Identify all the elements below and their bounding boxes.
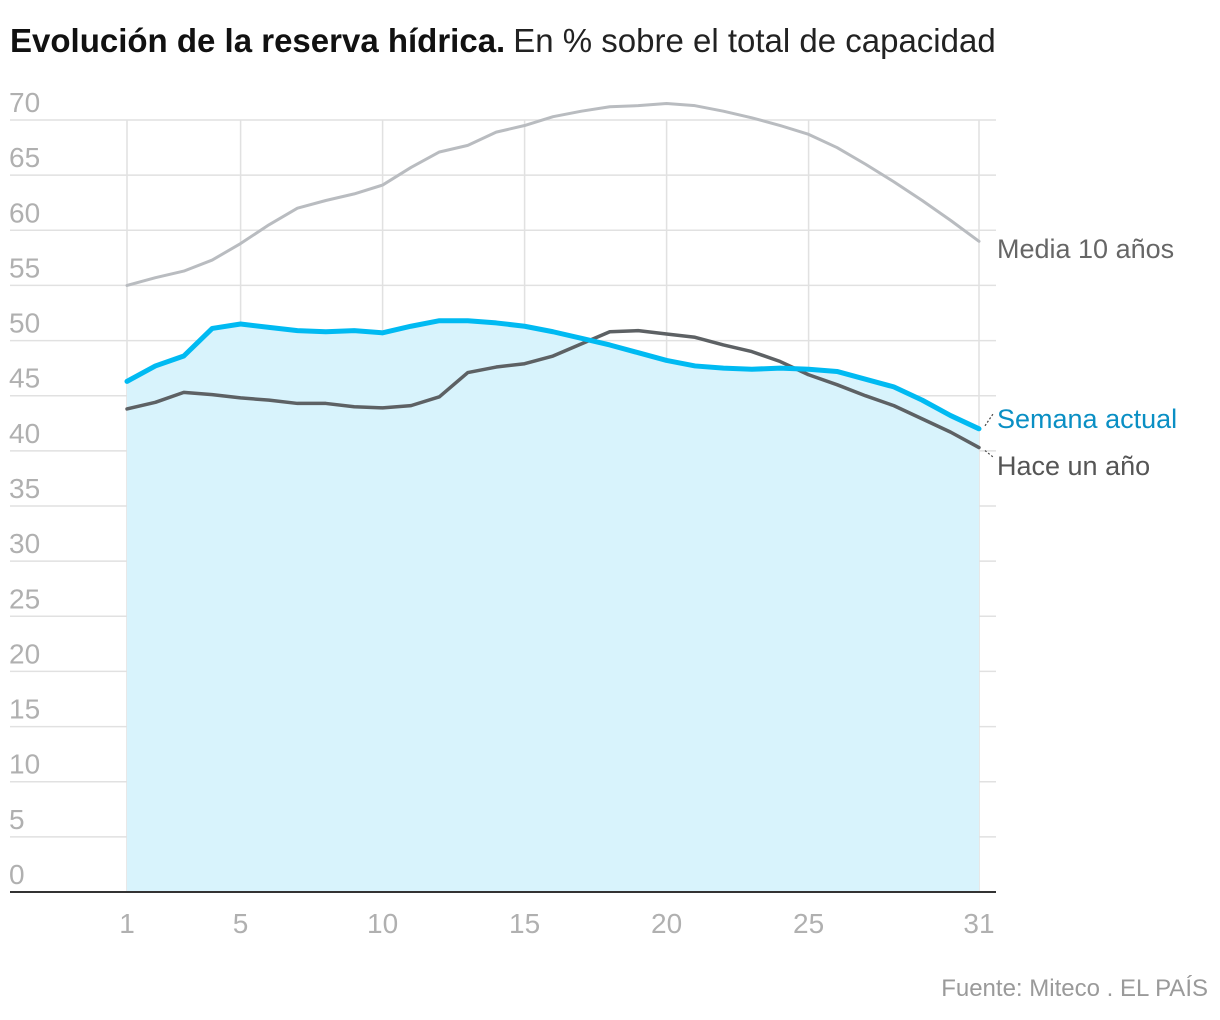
y-tick-label-65: 65 bbox=[9, 142, 40, 173]
series-label-0: Media 10 años bbox=[997, 234, 1174, 264]
y-tick-label-25: 25 bbox=[9, 583, 40, 614]
series-label-2: Hace un año bbox=[997, 451, 1150, 481]
series-leader-1 bbox=[984, 413, 994, 427]
y-tick-label-45: 45 bbox=[9, 363, 40, 394]
series-line-0 bbox=[125, 101, 981, 287]
area-layer bbox=[127, 320, 979, 893]
x-tick-label-5: 5 bbox=[233, 908, 249, 939]
x-tick-label-15: 15 bbox=[509, 908, 540, 939]
y-tick-label-10: 10 bbox=[9, 749, 40, 780]
y-tick-label-30: 30 bbox=[9, 528, 40, 559]
y-tick-label-55: 55 bbox=[9, 252, 40, 283]
x-tick-label-1: 1 bbox=[119, 908, 135, 939]
source-note: Fuente: Miteco . EL PAÍS bbox=[941, 975, 1208, 1002]
x-tick-label-25: 25 bbox=[793, 908, 824, 939]
y-tick-label-50: 50 bbox=[9, 308, 40, 339]
x-axis-ticks: 1 5 10 15 20 25 31 bbox=[119, 908, 994, 939]
series-line-2 bbox=[125, 328, 981, 450]
y-tick-label-5: 5 bbox=[9, 804, 25, 835]
chart-title: Evolución de la reserva hídrica. bbox=[10, 22, 506, 59]
y-tick-label-0: 0 bbox=[9, 859, 25, 890]
series-label-1: Semana actual bbox=[997, 404, 1177, 434]
series-leader-2 bbox=[984, 450, 994, 458]
y-tick-label-40: 40 bbox=[9, 418, 40, 449]
x-tick-label-31: 31 bbox=[963, 908, 994, 939]
x-tick-label-20: 20 bbox=[651, 908, 682, 939]
y-tick-label-60: 60 bbox=[9, 197, 40, 228]
series-labels: Media 10 años Semana actual Hace un año bbox=[984, 234, 1177, 481]
x-tick-label-10: 10 bbox=[367, 908, 398, 939]
chart-title-block: Evolución de la reserva hídrica. En % sob… bbox=[10, 22, 996, 60]
chart-subtitle: En % sobre el total de capacidad bbox=[513, 22, 996, 59]
area-fill-1 bbox=[127, 320, 979, 893]
y-tick-label-70: 70 bbox=[9, 87, 40, 118]
series-line-1 bbox=[124, 318, 982, 432]
y-tick-label-35: 35 bbox=[9, 473, 40, 504]
y-tick-label-15: 15 bbox=[9, 694, 40, 725]
y-axis-ticks: 0 5 10 15 20 25 30 35 40 45 50 55 60 65 70 bbox=[9, 87, 40, 890]
y-tick-label-20: 20 bbox=[9, 638, 40, 669]
series-lines bbox=[124, 101, 982, 450]
